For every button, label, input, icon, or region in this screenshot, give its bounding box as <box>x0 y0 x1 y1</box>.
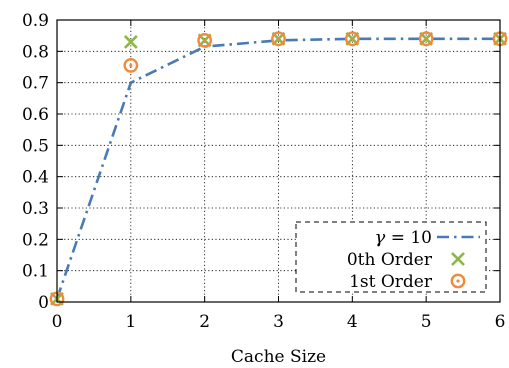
marker-1st-order <box>123 58 139 73</box>
legend-label-gamma-symbol: γ <box>375 227 386 248</box>
legend-sample-1st-order <box>450 273 466 289</box>
y-tick-label: 0.8 <box>22 42 49 62</box>
x-tick-label: 2 <box>199 312 210 332</box>
x-tick-label: 4 <box>347 312 358 332</box>
y-tick-label: 0 <box>38 293 49 313</box>
y-tick-label: 0.3 <box>22 199 49 219</box>
legend-label-gamma-value: = 10 <box>385 228 432 248</box>
y-tick-label: 0.2 <box>22 230 49 250</box>
x-tick-label: 1 <box>125 312 136 332</box>
legend-sample-0th-order <box>451 252 465 266</box>
x-tick-label: 6 <box>495 312 506 332</box>
y-tick-label: 0.7 <box>22 74 49 94</box>
x-axis-title: Cache Size <box>231 347 326 367</box>
legend-label-0th-order: 0th Order <box>347 250 433 270</box>
marker-0th-order <box>123 35 138 49</box>
x-tick-label: 5 <box>421 312 432 332</box>
marker-1st-order <box>271 31 286 47</box>
axis-ticks: 0 1 2 3 4 5 6 0 0.1 0.2 0.3 0.4 0.5 0.6 0.7 0.8 0.9 <box>22 11 505 332</box>
marker-1st-order <box>344 31 360 47</box>
legend-label-gamma: γ = 10 <box>375 227 432 248</box>
marker-1st-order <box>197 32 213 48</box>
y-tick-label: 0.1 <box>22 262 49 282</box>
y-tick-label: 0.6 <box>22 105 49 125</box>
legend-label-1st-order: 1st Order <box>349 272 433 292</box>
x-tick-label: 0 <box>52 312 63 332</box>
y-tick-label: 0.5 <box>22 136 49 156</box>
x-tick-label: 3 <box>273 312 284 332</box>
y-tick-label: 0.4 <box>22 168 49 188</box>
marker-1st-order <box>418 31 434 47</box>
y-tick-label: 0.9 <box>22 11 49 31</box>
